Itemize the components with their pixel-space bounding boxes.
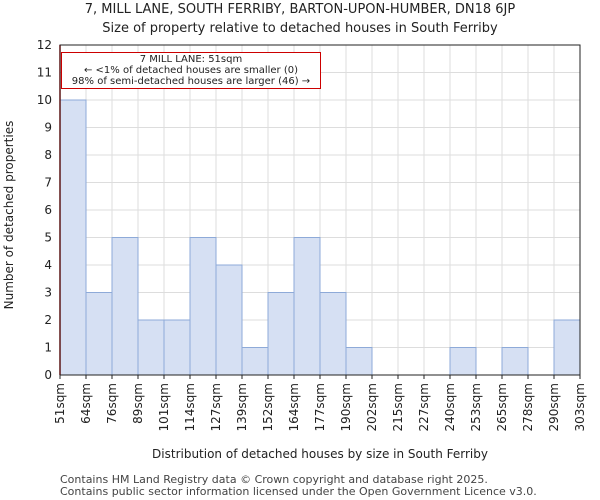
x-tick-label: 64sqm bbox=[79, 383, 93, 424]
histogram-bar bbox=[501, 347, 529, 376]
x-tick-label: 127sqm bbox=[209, 383, 223, 431]
y-tick-label: 8 bbox=[44, 148, 52, 162]
x-axis-label: Distribution of detached houses by size … bbox=[152, 447, 488, 461]
x-tick-label: 227sqm bbox=[417, 383, 431, 431]
y-tick-label: 2 bbox=[44, 313, 52, 327]
x-tick-label: 290sqm bbox=[547, 383, 561, 431]
footer-line-2: Contains public sector information licen… bbox=[60, 485, 537, 498]
histogram-bar bbox=[163, 319, 191, 376]
x-tick-label: 76sqm bbox=[105, 383, 119, 424]
histogram-bar bbox=[267, 292, 295, 376]
x-tick-label: 265sqm bbox=[495, 383, 509, 431]
chart-subtitle: Size of property relative to detached ho… bbox=[102, 21, 498, 36]
y-tick-label: 9 bbox=[44, 121, 52, 135]
y-tick-label: 5 bbox=[44, 231, 52, 245]
x-tick-label: 253sqm bbox=[469, 383, 483, 431]
bars bbox=[59, 99, 581, 376]
y-tick-label: 1 bbox=[44, 341, 52, 355]
y-tick-label: 3 bbox=[44, 286, 52, 300]
y-tick-label: 0 bbox=[44, 368, 52, 382]
annotation-line-2: ← <1% of detached houses are smaller (0) bbox=[84, 65, 298, 76]
x-tick-label: 114sqm bbox=[183, 383, 197, 431]
annotation-box: 7 MILL LANE: 51sqm ← <1% of detached hou… bbox=[61, 52, 321, 89]
histogram-bar bbox=[449, 347, 477, 376]
x-tick-label: 164sqm bbox=[287, 383, 301, 431]
histogram-bar bbox=[85, 292, 113, 376]
y-tick-label: 10 bbox=[37, 93, 52, 107]
histogram-bar bbox=[215, 264, 243, 376]
histogram-bar bbox=[189, 237, 217, 376]
x-tick-label: 177sqm bbox=[313, 383, 327, 431]
histogram-bar bbox=[345, 347, 373, 376]
x-tick-label: 240sqm bbox=[443, 383, 457, 431]
y-tick-label: 6 bbox=[44, 203, 52, 217]
x-tick-label: 215sqm bbox=[391, 383, 405, 431]
x-tick-label: 152sqm bbox=[261, 383, 275, 431]
y-tick-label: 4 bbox=[44, 258, 52, 272]
x-tick-label: 303sqm bbox=[573, 383, 587, 431]
x-tick-label: 139sqm bbox=[235, 383, 249, 431]
annotation-line-3: 98% of semi-detached houses are larger (… bbox=[71, 76, 311, 87]
x-tick-label: 51sqm bbox=[53, 383, 67, 424]
x-tick-label: 190sqm bbox=[339, 383, 353, 431]
x-tick-label: 101sqm bbox=[157, 383, 171, 431]
histogram-bar bbox=[293, 237, 321, 376]
chart-title: 7, MILL LANE, SOUTH FERRIBY, BARTON-UPON… bbox=[84, 2, 516, 17]
y-axis-label: Number of detached properties bbox=[2, 121, 16, 310]
histogram-bar bbox=[553, 319, 581, 376]
footer-line-1: Contains HM Land Registry data © Crown c… bbox=[60, 473, 488, 486]
y-tick-label: 7 bbox=[44, 176, 52, 190]
y-tick-label: 12 bbox=[37, 38, 52, 52]
histogram-bar bbox=[137, 319, 165, 376]
y-tick-label: 11 bbox=[37, 66, 52, 80]
histogram-bar bbox=[59, 99, 87, 376]
axes bbox=[59, 44, 581, 379]
x-tick-label: 89sqm bbox=[131, 383, 145, 424]
annotation-line-1: 7 MILL LANE: 51sqm bbox=[139, 54, 243, 65]
histogram-bar bbox=[241, 347, 269, 376]
histogram-bar bbox=[319, 292, 347, 376]
histogram-bar bbox=[111, 237, 139, 376]
x-tick-labels: 51sqm 64sqm 76sqm 89sqm 101sqm 114sqm 127sqm 13… bbox=[53, 383, 587, 431]
x-tick-label: 202sqm bbox=[365, 383, 379, 431]
x-tick-label: 278sqm bbox=[521, 383, 535, 431]
